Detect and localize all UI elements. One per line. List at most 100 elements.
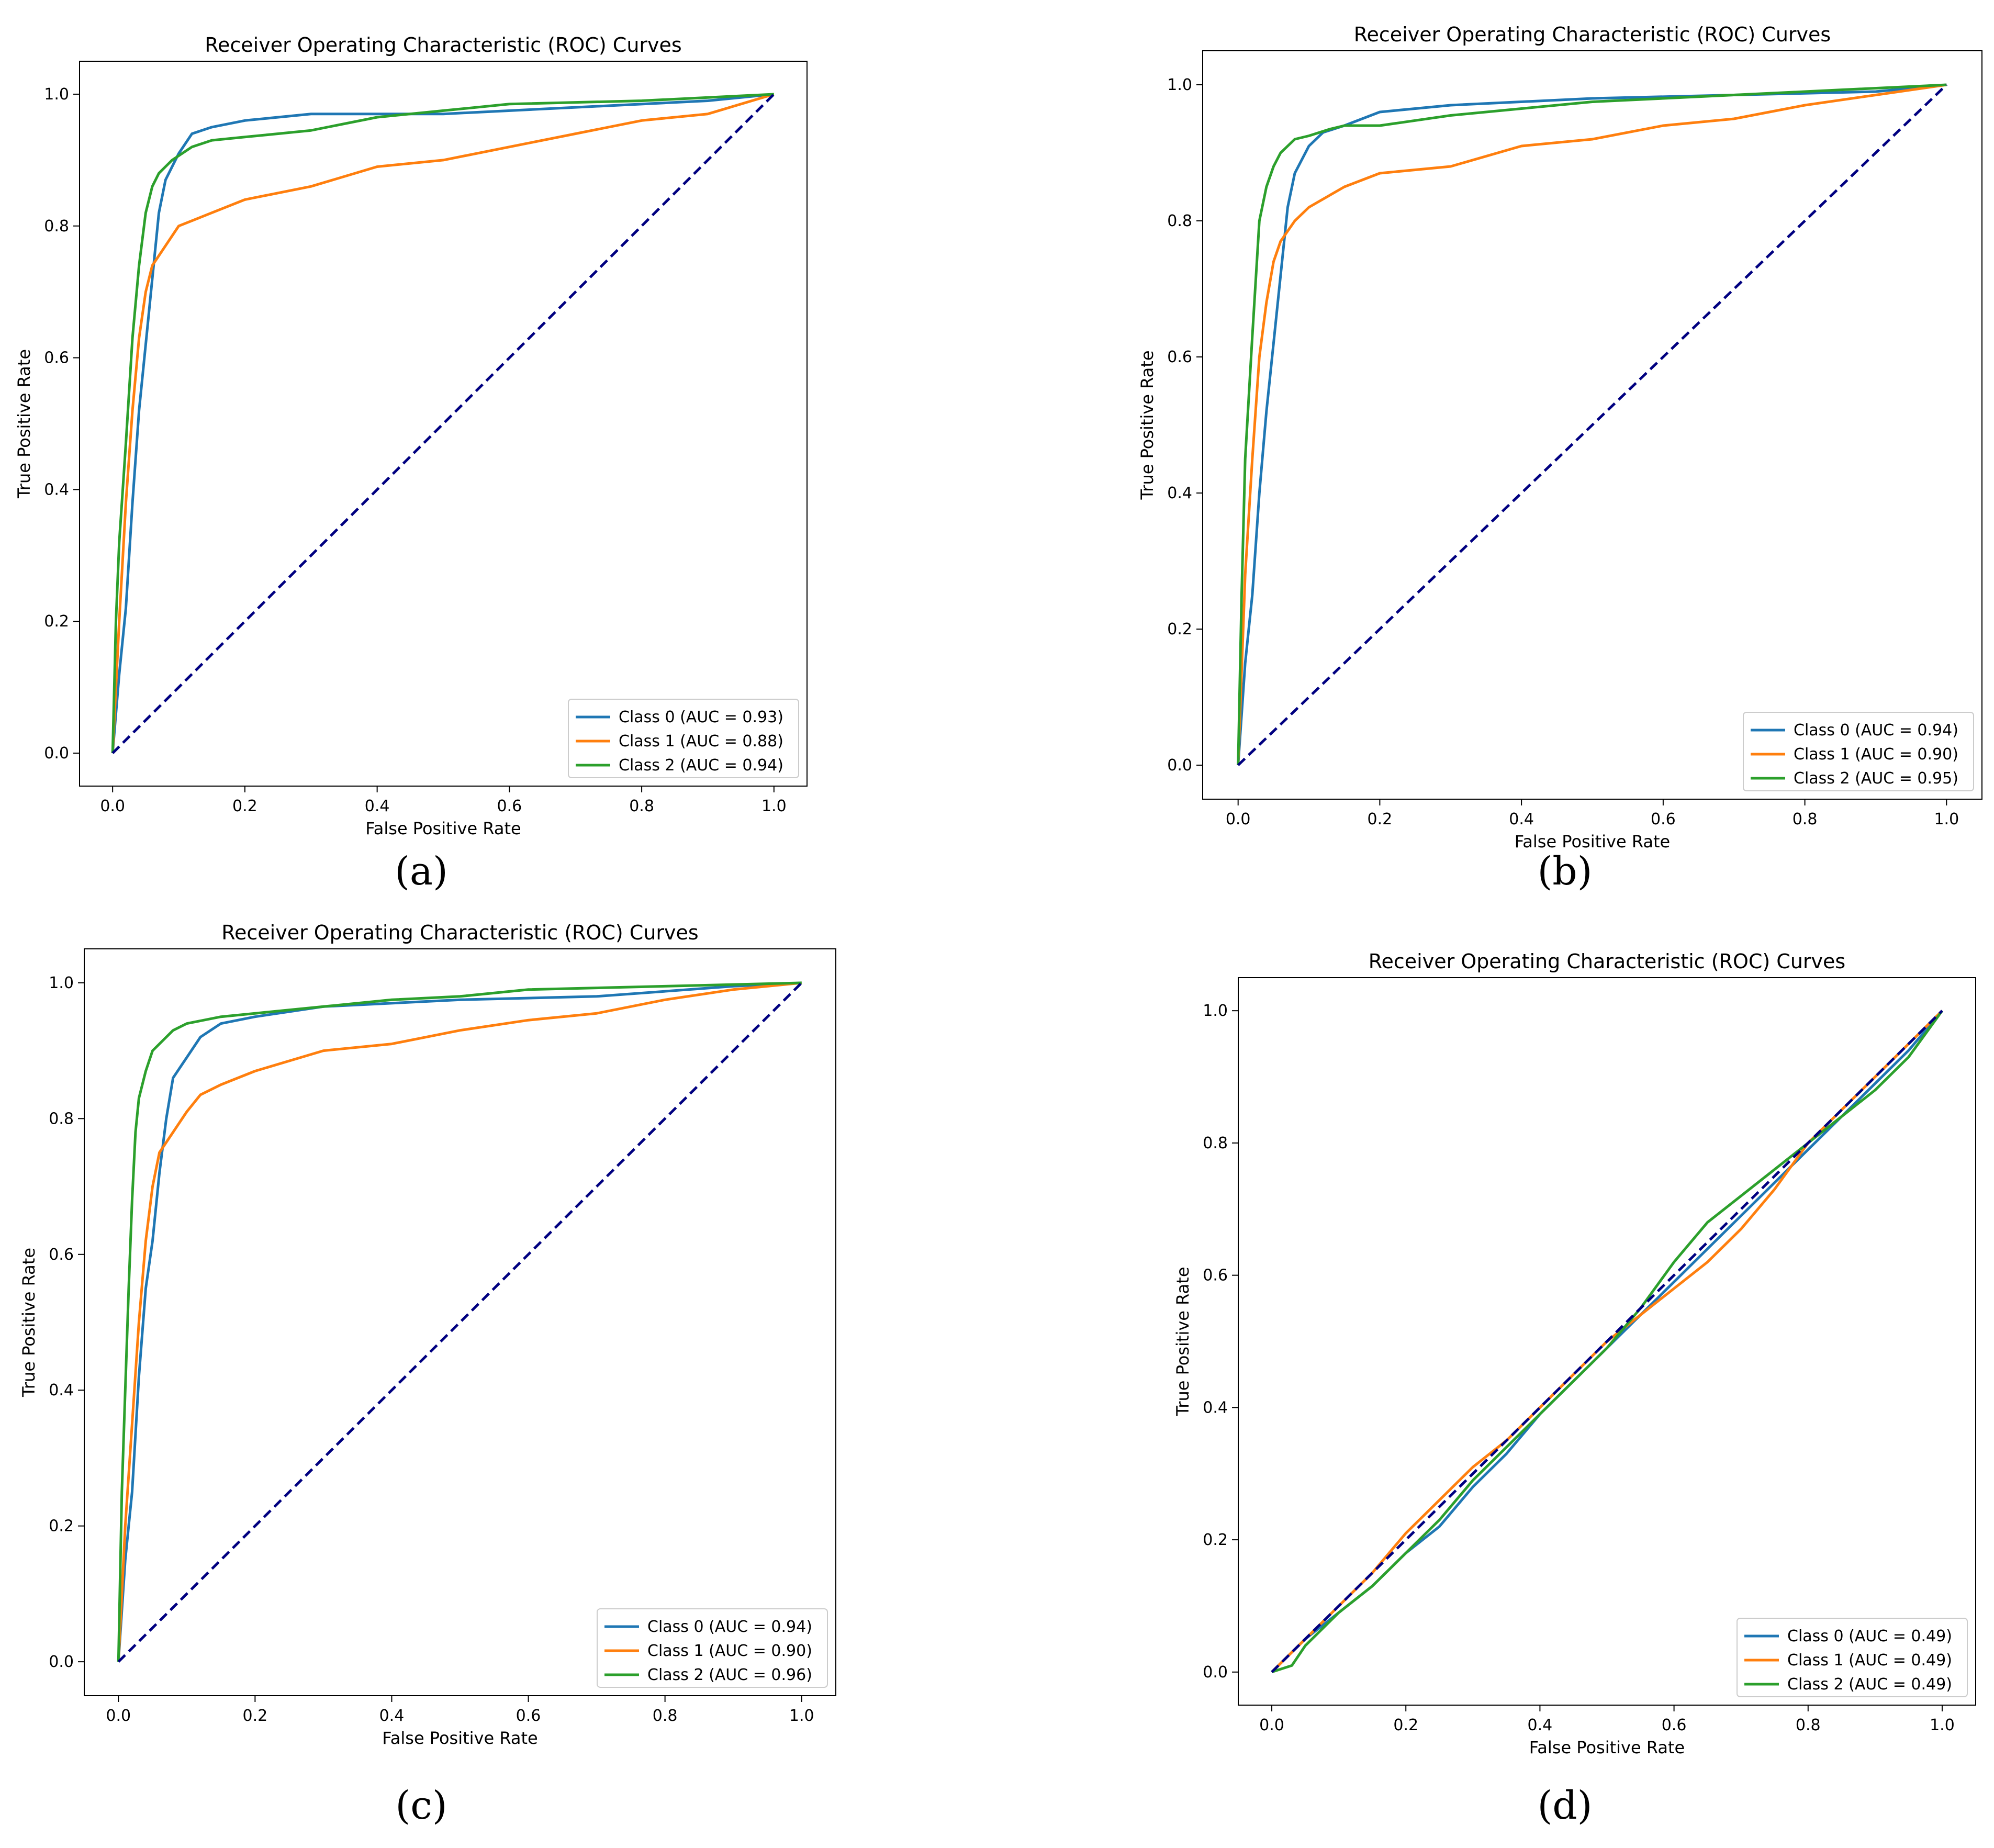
- series-line-class-0: [1237, 83, 1947, 766]
- y-tick-label: 0.4: [1167, 484, 1192, 502]
- legend-entry: Class 0 (AUC = 0.93): [619, 708, 783, 726]
- y-tick-label: 0.8: [49, 1110, 74, 1128]
- legend-entry: Class 0 (AUC = 0.94): [647, 1618, 812, 1636]
- x-tick-label: 1.0: [1930, 1716, 1955, 1734]
- y-tick-label: 0.2: [44, 612, 69, 631]
- chart-title: Receiver Operating Characteristic (ROC) …: [1354, 23, 1831, 46]
- legend: Class 0 (AUC = 0.94) Class 1 (AUC = 0.90)…: [597, 1608, 828, 1688]
- legend-entry: Class 2 (AUC = 0.95): [1794, 769, 1958, 788]
- y-tick-label: 0.0: [44, 744, 69, 763]
- axes-frame: [79, 61, 808, 787]
- plot-area: [1237, 83, 1948, 766]
- series-line-class-0: [111, 93, 775, 754]
- plot-area: [111, 93, 775, 754]
- y-tick-label: 0.6: [49, 1246, 74, 1264]
- roc-panel-d: Receiver Operating Characteristic (ROC) …: [1173, 950, 1976, 1828]
- series-line-class-2: [117, 981, 802, 1662]
- x-axis-label: False Positive Rate: [382, 1728, 537, 1748]
- x-tick-label: 0.6: [1651, 810, 1676, 828]
- panel-label: (b): [1537, 849, 1592, 894]
- y-tick-label: 0.2: [1167, 620, 1192, 639]
- x-tick-label: 0.0: [100, 797, 125, 815]
- x-tick-label: 0.8: [1793, 810, 1818, 828]
- x-tick-label: 0.8: [1796, 1716, 1821, 1734]
- x-tick-label: 0.2: [232, 797, 257, 815]
- panel-label: (d): [1537, 1783, 1592, 1828]
- x-axis-label: False Positive Rate: [1529, 1738, 1685, 1757]
- x-tick-label: 0.8: [629, 797, 654, 815]
- x-tick-label: 0.0: [1259, 1716, 1284, 1734]
- y-tick-label: 0.6: [44, 349, 69, 367]
- x-tick-label: 0.8: [653, 1707, 678, 1725]
- roc-panel-b: Receiver Operating Characteristic (ROC) …: [1137, 23, 1982, 894]
- y-tick-label: 0.6: [1203, 1267, 1228, 1285]
- panel-label: (c): [395, 1783, 447, 1828]
- chart-title: Receiver Operating Characteristic (ROC) …: [1369, 950, 1845, 973]
- x-tick-label: 0.4: [365, 797, 390, 815]
- legend-entry: Class 1 (AUC = 0.90): [647, 1642, 812, 1660]
- x-tick-label: 0.6: [497, 797, 522, 815]
- x-tick-label: 0.6: [1662, 1716, 1687, 1734]
- series-line-class-0: [117, 981, 802, 1662]
- y-tick-label: 0.0: [1203, 1663, 1228, 1682]
- y-tick-label: 1.0: [44, 85, 69, 104]
- legend-box: [568, 699, 799, 778]
- series-line-class-1: [117, 981, 802, 1662]
- y-tick-label: 0.2: [1203, 1531, 1228, 1549]
- legend-box: [1743, 712, 1974, 791]
- x-tick-label: 0.4: [379, 1707, 405, 1725]
- y-tick-label: 1.0: [1167, 76, 1192, 94]
- x-tick-label: 1.0: [1934, 810, 1959, 828]
- x-tick-label: 1.0: [761, 797, 787, 815]
- legend: Class 0 (AUC = 0.49) Class 1 (AUC = 0.49)…: [1737, 1618, 1968, 1697]
- chart-title: Receiver Operating Characteristic (ROC) …: [205, 33, 681, 57]
- y-tick-label: 0.8: [1167, 212, 1192, 230]
- roc-panel-c: Receiver Operating Characteristic (ROC) …: [19, 921, 836, 1828]
- legend-entry: Class 1 (AUC = 0.90): [1794, 745, 1958, 764]
- x-tick-label: 0.0: [106, 1707, 131, 1725]
- y-tick-label: 0.0: [49, 1653, 74, 1671]
- y-tick-label: 0.0: [1167, 756, 1192, 775]
- y-axis-label: True Positive Rate: [1173, 1267, 1193, 1416]
- y-axis-label: True Positive Rate: [19, 1248, 39, 1397]
- y-tick-label: 0.4: [44, 480, 69, 499]
- x-axis-label: False Positive Rate: [1515, 832, 1670, 852]
- x-tick-label: 0.4: [1509, 810, 1534, 828]
- y-tick-label: 0.6: [1167, 348, 1192, 366]
- axes-frame: [84, 948, 836, 1696]
- plot-area: [117, 981, 803, 1663]
- legend-entry: Class 1 (AUC = 0.88): [619, 732, 783, 751]
- y-tick-label: 1.0: [1203, 1002, 1228, 1020]
- legend-entry: Class 0 (AUC = 0.49): [1787, 1627, 1952, 1645]
- x-tick-label: 0.2: [243, 1707, 268, 1725]
- chance-diagonal-line: [111, 93, 775, 754]
- legend-entry: Class 2 (AUC = 0.94): [619, 756, 783, 775]
- x-tick-label: 0.0: [1226, 810, 1251, 828]
- y-tick-label: 0.8: [1203, 1134, 1228, 1152]
- axes-frame: [1202, 50, 1982, 800]
- roc-panel-a: Receiver Operating Characteristic (ROC) …: [14, 33, 808, 894]
- legend-entry: Class 2 (AUC = 0.49): [1787, 1675, 1952, 1694]
- panel-label: (a): [395, 849, 448, 894]
- series-line-class-2: [111, 93, 774, 754]
- legend: Class 0 (AUC = 0.94) Class 1 (AUC = 0.90)…: [1743, 712, 1974, 791]
- x-tick-label: 0.4: [1528, 1716, 1553, 1734]
- y-tick-label: 0.4: [49, 1381, 74, 1399]
- series-line-class-2: [1237, 83, 1947, 766]
- y-tick-label: 1.0: [49, 974, 74, 992]
- x-tick-label: 0.2: [1368, 810, 1393, 828]
- legend-entry: Class 1 (AUC = 0.49): [1787, 1651, 1952, 1670]
- axes-frame: [1238, 977, 1976, 1706]
- legend-entry: Class 0 (AUC = 0.94): [1794, 721, 1958, 740]
- chart-title: Receiver Operating Characteristic (ROC) …: [221, 921, 698, 944]
- chance-diagonal-line: [1237, 84, 1948, 766]
- chance-diagonal-line: [1271, 1010, 1943, 1673]
- y-tick-label: 0.2: [49, 1517, 74, 1536]
- y-tick-label: 0.8: [44, 217, 69, 236]
- y-tick-label: 0.4: [1203, 1398, 1228, 1417]
- legend-box: [1737, 1618, 1968, 1697]
- y-axis-label: True Positive Rate: [14, 349, 34, 499]
- x-tick-label: 0.6: [516, 1707, 541, 1725]
- legend: Class 0 (AUC = 0.93) Class 1 (AUC = 0.88)…: [568, 699, 799, 778]
